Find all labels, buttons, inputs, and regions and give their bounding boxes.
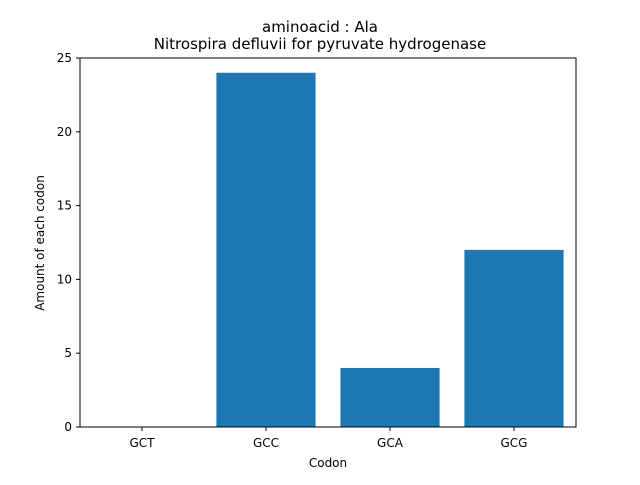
x-axis-label: Codon <box>309 456 347 470</box>
y-tick-label: 10 <box>57 272 72 286</box>
x-axis-ticks: GCT GCC GCA GCG <box>129 427 527 450</box>
bars-group <box>216 72 564 427</box>
bar-gca <box>340 367 440 427</box>
y-tick-label: 15 <box>57 199 72 213</box>
y-tick-label: 5 <box>64 346 72 360</box>
bar-gcc <box>216 72 316 427</box>
x-tick-label: GCG <box>501 436 528 450</box>
y-tick-label: 0 <box>64 420 72 434</box>
bar-gcg <box>464 249 564 427</box>
chart-title: aminoacid : Ala <box>262 18 378 36</box>
x-tick-label: GCC <box>253 436 279 450</box>
y-tick-label: 25 <box>57 51 72 65</box>
axes-frame <box>79 57 577 428</box>
x-tick-label: GCT <box>129 436 155 450</box>
y-axis-label: Amount of each codon <box>33 175 47 311</box>
y-axis-ticks: 0 5 10 15 20 25 <box>57 51 80 434</box>
plot-area: 0 5 10 15 20 25 GCT GCC GCA GCG <box>57 51 577 450</box>
x-tick-label: GCA <box>377 436 404 450</box>
chart-subtitle: Nitrospira defluvii for pyruvate hydroge… <box>154 35 486 53</box>
y-tick-label: 20 <box>57 125 72 139</box>
